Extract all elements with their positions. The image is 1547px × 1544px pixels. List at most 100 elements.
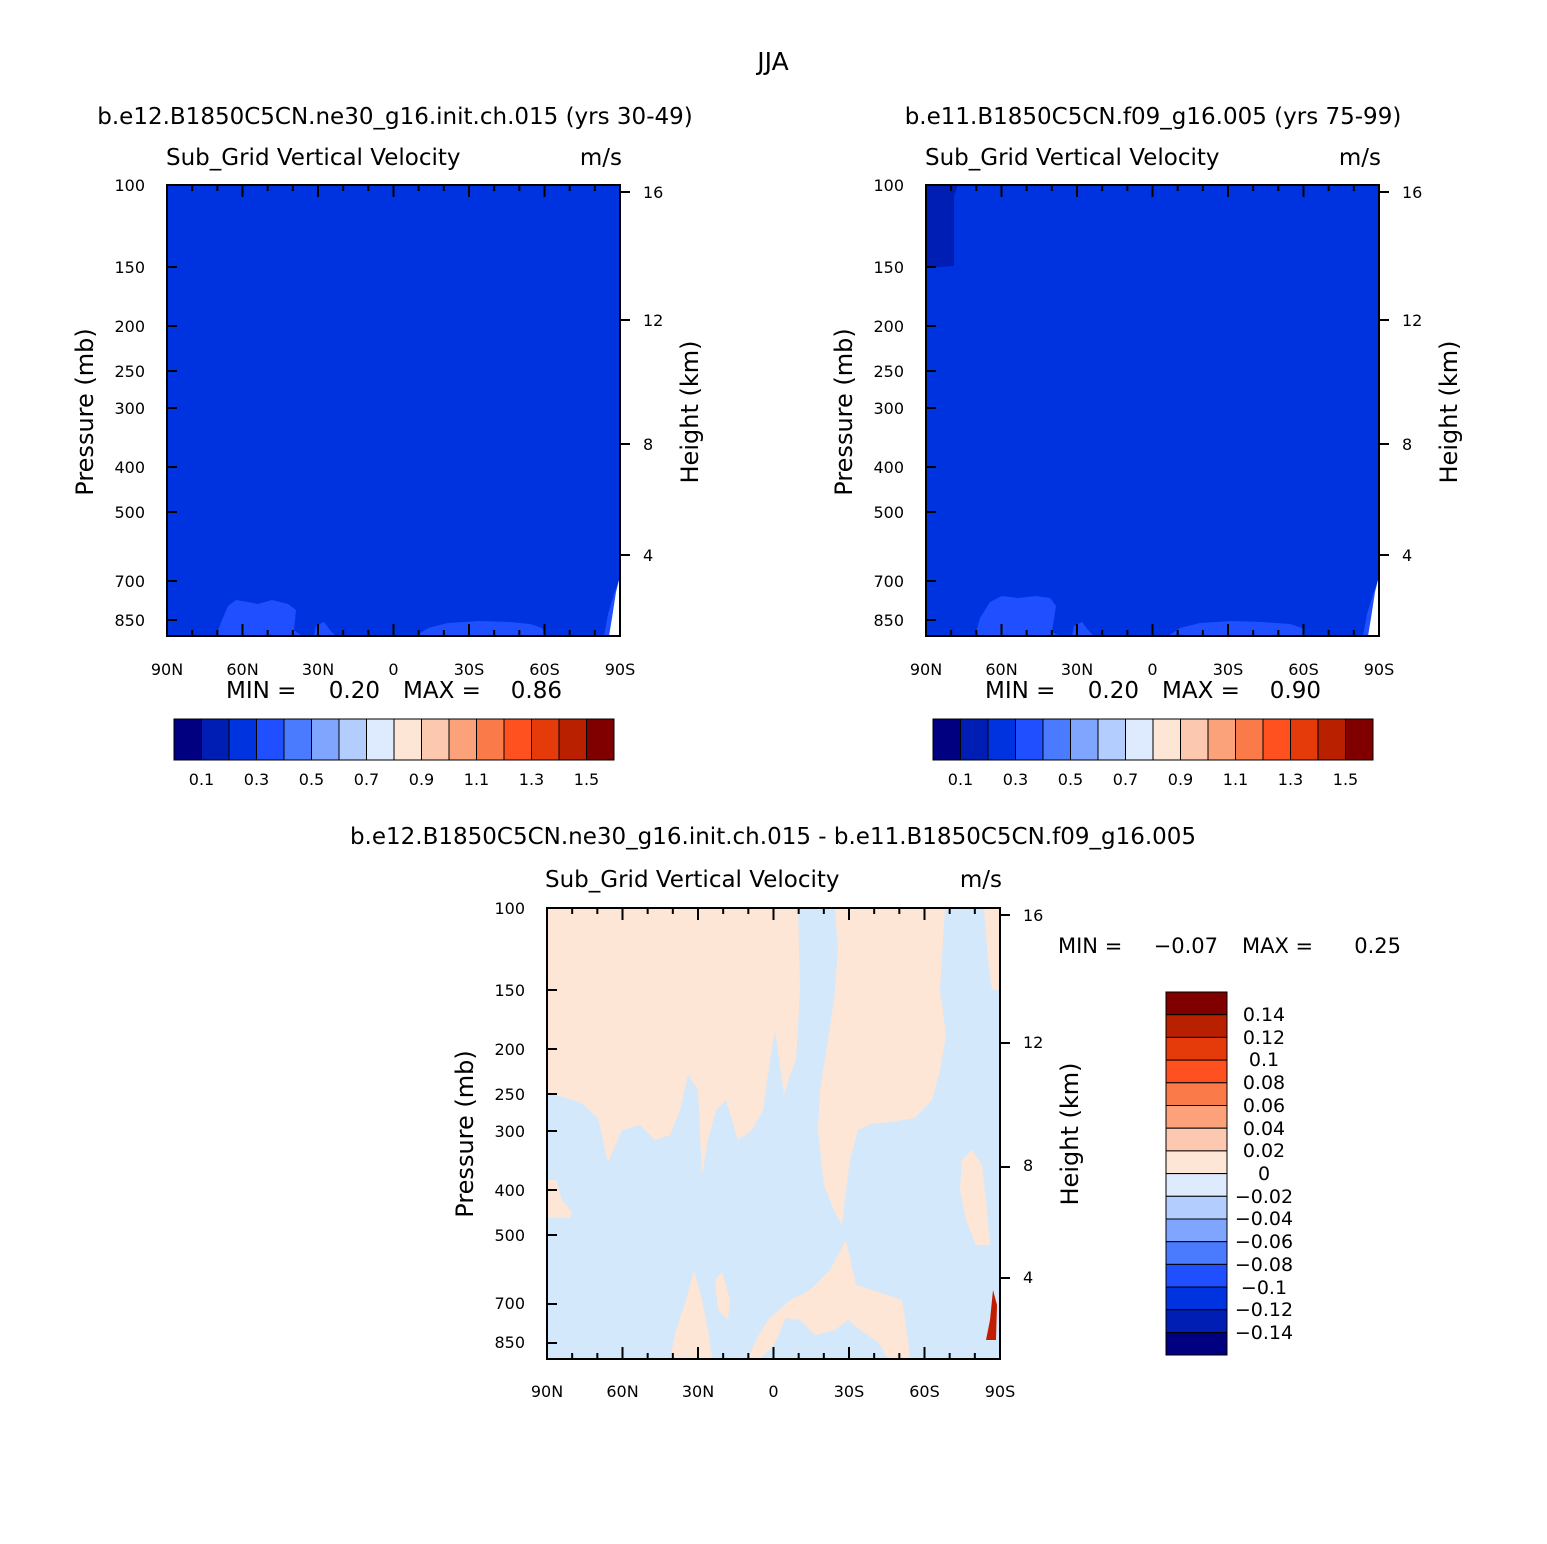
x-tick-label: 60N [985,660,1017,679]
colorbar-label: −0.02 [1235,1186,1293,1208]
x-tick-label: 90N [910,660,942,679]
panel-c-positive-region [715,1272,730,1320]
panel-b-units-label: m/s [1339,145,1381,171]
y-tick-label: 200 [114,317,145,336]
colorbar-box [1317,718,1346,761]
panel-a-y-axis-label: Pressure (mb) [71,328,99,495]
panel-c-positive-region [818,908,946,1225]
panel-a-min-value: 0.20 [329,678,380,704]
panel-c-positive-region [748,1240,910,1359]
colorbar-box [1152,718,1181,761]
panel-c-positive-region [670,1270,712,1359]
colorbar-box [1165,1036,1228,1061]
height-tick-label: 4 [1023,1268,1033,1287]
panel-a-x-ticks: 90N 60N 30N 0 30S 60S 90S [151,660,635,679]
colorbar-label: −0.14 [1235,1322,1293,1344]
y-tick-label: 400 [494,1181,525,1200]
y-tick-label: 850 [494,1333,525,1352]
x-tick-label: 90S [605,660,636,679]
panel-a-case-title: b.e12.B1850C5CN.ne30_g16.init.ch.015 (yr… [97,104,692,130]
height-tick-label: 4 [1402,546,1412,565]
colorbar-label: 0.5 [299,770,324,789]
panel-b-min-value: 0.20 [1088,678,1139,704]
y-tick-label: 500 [494,1226,525,1245]
colorbar-box [1165,1150,1228,1175]
panel-b-variable-label: Sub_Grid Vertical Velocity [925,145,1220,171]
panel-b-max-label: MAX = [1162,678,1240,704]
panel-a-field [167,185,620,636]
x-tick-label: 0 [1147,660,1157,679]
colorbar-box [1165,1014,1228,1038]
colorbar-box [1345,718,1374,761]
colorbar-box [311,718,340,761]
colorbar-label: 0 [1258,1163,1270,1185]
colorbar-box [1235,718,1264,761]
colorbar-label: 1.3 [1278,770,1303,789]
x-tick-label: 90N [531,1382,563,1401]
colorbar-box [1165,1218,1228,1243]
y-tick-label: 250 [873,362,904,381]
panel-b: b.e11.B1850C5CN.f09_g16.005 (yrs 75-99) … [830,104,1463,789]
colorbar-box [1165,991,1228,1016]
colorbar-label: 0.7 [1113,770,1138,789]
y-tick-label: 300 [873,399,904,418]
height-tick-label: 4 [643,546,653,565]
x-tick-label: 30N [682,1382,714,1401]
y-tick-label: 150 [494,981,525,1000]
y-tick-label: 500 [114,503,145,522]
panel-b-dark-contour [926,185,958,268]
panel-a-y2-axis-label: Height (km) [676,341,704,484]
colorbar-label: 0.12 [1243,1027,1285,1049]
colorbar-label: 0.3 [244,770,269,789]
colorbar-label: 0.9 [1168,770,1193,789]
colorbar-label: 0.1 [1249,1049,1279,1071]
panel-a-variable-label: Sub_Grid Vertical Velocity [166,145,461,171]
panel-c-y-ticks: 100 150 200 250 300 400 500 700 850 [494,899,525,1352]
y-tick-label: 700 [873,572,904,591]
panel-c-units-label: m/s [960,867,1002,893]
x-tick-label: 60N [226,660,258,679]
panel-b-min-label: MIN = [985,678,1055,704]
x-tick-label: 60S [1288,660,1319,679]
colorbar-label: 1.5 [1333,770,1358,789]
colorbar-box [256,718,285,761]
colorbar-box [586,718,615,761]
y-tick-label: 400 [114,458,145,477]
panel-a-max-label: MAX = [403,678,481,704]
x-tick-label: 90N [151,660,183,679]
panel-b-x-ticks: 90N 60N 30N 0 30S 60S 90S [910,660,1394,679]
y-tick-label: 200 [873,317,904,336]
panel-b-height-ticks: 16 12 8 4 [1402,183,1422,565]
colorbar-box [366,718,395,761]
colorbar-label: 0.14 [1243,1004,1285,1026]
colorbar-box [1207,718,1236,761]
colorbar-box [1165,1286,1228,1311]
y-tick-label: 100 [494,899,525,918]
panel-b-y-ticks: 100 150 200 250 300 400 500 700 850 [873,176,904,630]
colorbar-label: 0.04 [1243,1118,1285,1140]
y-tick-label: 850 [873,611,904,630]
panel-c-min-label: MIN = [1058,934,1122,958]
height-tick-label: 8 [1023,1156,1033,1175]
colorbar-box [476,718,505,761]
y-tick-label: 400 [873,458,904,477]
colorbar-box [448,718,477,761]
panel-a-max-value: 0.86 [511,678,562,704]
colorbar-box [1180,718,1209,761]
colorbar-box [1165,1263,1228,1288]
panel-c-colorbar: 0.14 0.12 0.1 0.08 0.06 0.04 0.02 0 −0.0… [1165,991,1293,1356]
colorbar-label: 0.5 [1058,770,1083,789]
panel-c-variable-label: Sub_Grid Vertical Velocity [545,867,840,893]
colorbar-box [1165,1059,1228,1084]
height-tick-label: 16 [1402,183,1422,202]
panel-c: b.e12.B1850C5CN.ne30_g16.init.ch.015 - b… [350,824,1401,1401]
colorbar-box [1042,718,1071,761]
colorbar-box [1165,1105,1228,1129]
x-tick-label: 90S [1364,660,1395,679]
colorbar-box [1290,718,1319,761]
height-tick-label: 16 [643,183,663,202]
colorbar-label: 0.1 [948,770,973,789]
panel-a-min-label: MIN = [226,678,296,704]
y-tick-label: 300 [114,399,145,418]
